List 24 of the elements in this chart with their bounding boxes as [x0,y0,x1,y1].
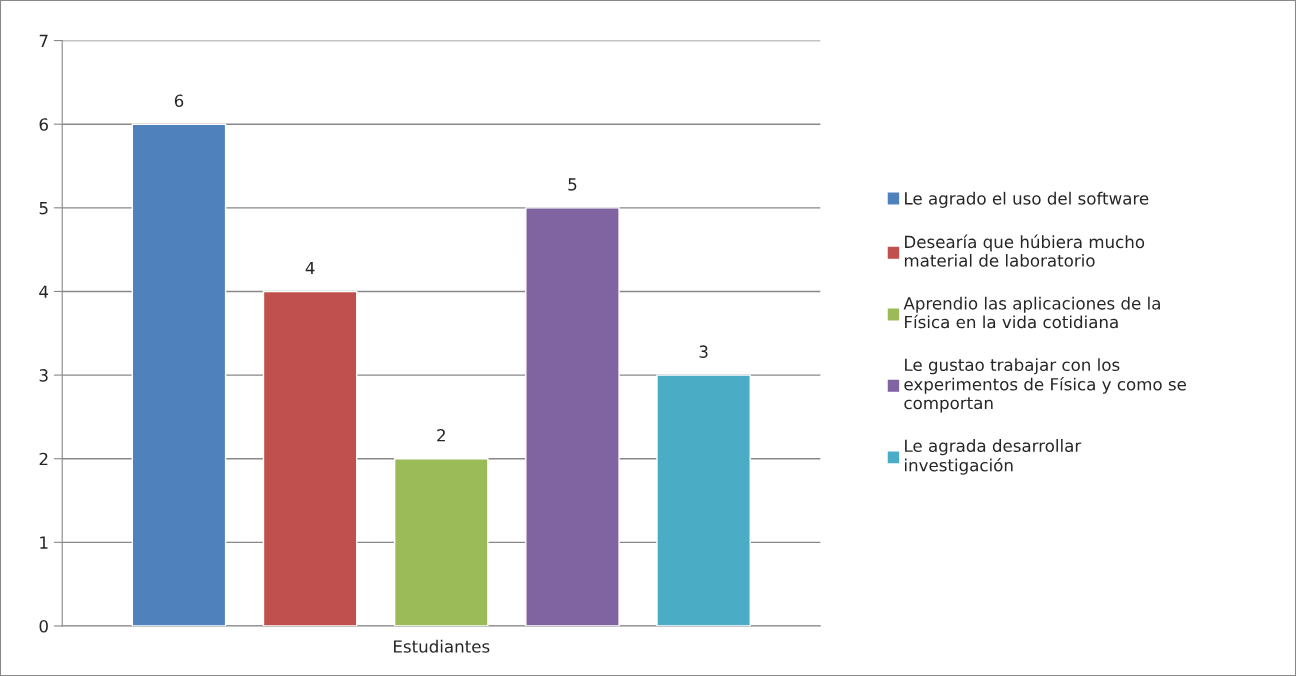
y-tick-label: 4 [39,285,49,298]
bar [525,207,620,626]
y-tick-label: 6 [39,118,48,131]
bar [131,123,227,626]
y-tick-label: 2 [39,452,48,466]
bar [656,374,751,626]
legend-label: Le agrada desarrollar investigación [905,439,1082,475]
data-label: 5 [568,178,577,191]
x-tick-label: Estudiantes [394,639,490,653]
y-tick-label: 3 [39,369,48,382]
data-label: 4 [305,261,315,275]
legend-label: Desearía que húbiera mucho material de laboratorio [904,234,1145,267]
bar [393,458,489,626]
y-tick-label: 0 [39,619,48,633]
data-label: 6 [174,94,184,108]
data-label: 2 [437,428,445,442]
bar [262,290,358,626]
y-tick-label: 7 [39,34,48,47]
legend-label: Aprendio las aplicaciones de la Física en la vida cotidiana [903,296,1160,329]
legend-label: Le agrado el uso del software [905,191,1149,208]
data-label: 3 [699,345,708,358]
y-tick-label: 5 [39,202,48,215]
y-tick-label: 1 [40,536,48,549]
legend-label: Le gustao trabajar con los experimentos de Física y como se comportan [904,358,1186,413]
